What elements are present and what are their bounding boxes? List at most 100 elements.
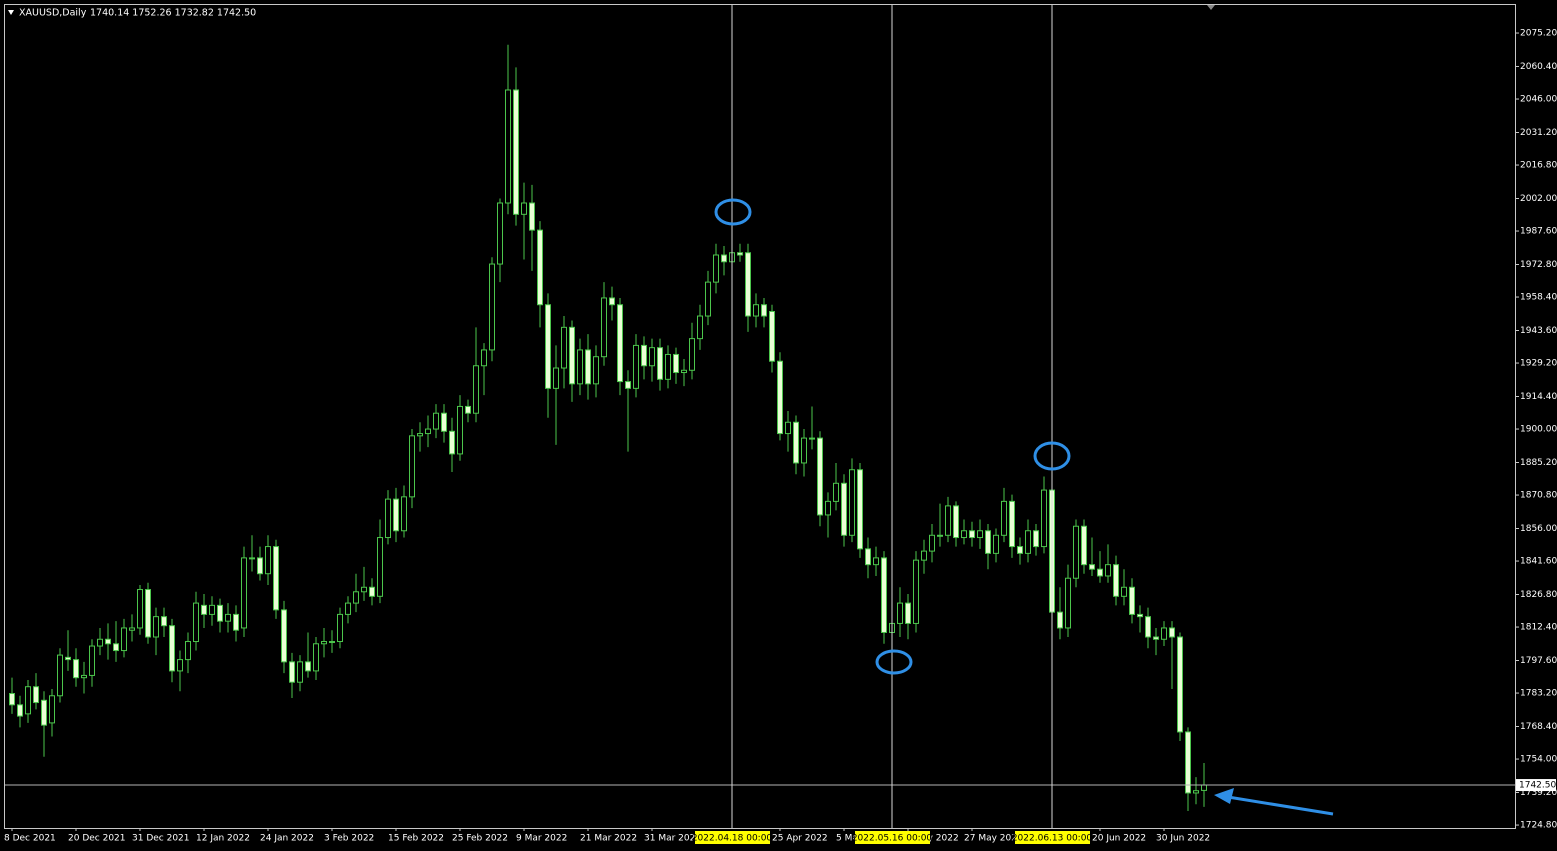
date-highlight-label: 2022.05.16 00:00 <box>852 834 933 844</box>
candle-body <box>25 686 31 715</box>
candle-body <box>873 557 879 566</box>
candle-body <box>81 674 87 679</box>
x-tick-label: 31 Mar 2022 <box>644 834 701 844</box>
candle-body <box>337 613 343 643</box>
y-tick-label: 1724.80 <box>1520 821 1557 831</box>
candle-body <box>321 641 327 645</box>
candle-body <box>377 537 383 597</box>
y-tick-label: 2002.00 <box>1520 194 1557 204</box>
candle-body <box>105 638 111 645</box>
candle-body <box>233 613 239 631</box>
candle-body <box>257 557 263 575</box>
candle-body <box>113 643 119 652</box>
candle-body <box>681 369 687 374</box>
candle-body <box>577 349 583 385</box>
shift-marker <box>1207 5 1215 10</box>
y-tick-label: 1958.40 <box>1520 293 1557 303</box>
candle-body <box>449 430 455 455</box>
x-tick-label: 9 Mar 2022 <box>516 834 567 844</box>
candle-body <box>721 254 727 263</box>
candle-body <box>545 304 551 389</box>
candle-body <box>65 656 71 661</box>
candle-body <box>689 338 695 371</box>
candle-body <box>961 530 967 539</box>
candle-body <box>1025 530 1031 554</box>
candle-body <box>937 534 943 537</box>
candle-body <box>9 693 15 706</box>
x-tick-label: 27 May 2022 <box>964 834 1023 844</box>
candle-body <box>249 557 255 560</box>
candle-body <box>193 602 199 643</box>
candle-body <box>697 315 703 340</box>
candle-body <box>649 347 655 367</box>
candle-body <box>1153 636 1159 640</box>
candle-body <box>633 344 639 389</box>
candle-body <box>905 602 911 624</box>
x-tick-label: 12 Jan 2022 <box>196 834 250 844</box>
candle-body <box>1097 568 1103 577</box>
candle-body <box>841 482 847 536</box>
candle-body <box>89 645 95 676</box>
candle-body <box>673 353 679 374</box>
candle-body <box>945 505 951 536</box>
y-tick-label: 1812.40 <box>1520 623 1557 633</box>
candle-body <box>329 641 335 644</box>
x-tick-label: 30 Jun 2022 <box>1156 834 1210 844</box>
y-tick-label: 1929.20 <box>1520 359 1557 369</box>
candle-body <box>1113 564 1119 597</box>
plot-area <box>5 5 1515 828</box>
date-highlight-label: 2022.04.18 00:00 <box>692 834 773 844</box>
y-tick-label: 1797.60 <box>1520 656 1557 666</box>
candle-body <box>265 546 271 575</box>
x-tick-label: 31 Dec 2021 <box>132 834 190 844</box>
candle-body <box>1161 627 1167 640</box>
x-tick-label: 20 Jun 2022 <box>1092 834 1146 844</box>
candle-body <box>737 252 743 256</box>
candle-body <box>569 326 575 385</box>
candle-body <box>425 428 431 435</box>
candle-body <box>601 297 607 358</box>
candle-body <box>593 356 599 385</box>
y-tick-label: 1900.00 <box>1520 425 1557 435</box>
x-tick-label: 24 Jan 2022 <box>260 834 314 844</box>
x-tick-label: 20 Dec 2021 <box>68 834 126 844</box>
candle-body <box>1009 500 1015 548</box>
candle-body <box>209 604 215 615</box>
candle-body <box>417 433 423 437</box>
candle-body <box>313 643 319 672</box>
candle-body <box>809 437 815 440</box>
candle-body <box>121 627 127 652</box>
last-price-box <box>1516 779 1556 792</box>
candle-body <box>561 326 567 369</box>
candle-body <box>497 202 503 265</box>
candle-body <box>609 297 615 306</box>
candle-body <box>1001 500 1007 536</box>
candle-body <box>793 421 799 464</box>
candle-body <box>993 534 999 554</box>
candle-body <box>17 704 23 717</box>
candle-body <box>1137 613 1143 618</box>
highlight-circle <box>714 198 752 226</box>
candle-body <box>345 602 351 615</box>
x-tick-label: 25 Apr 2022 <box>772 834 828 844</box>
y-tick-label: 1885.20 <box>1520 458 1557 468</box>
highlight-circle <box>1033 441 1071 471</box>
candle-body <box>273 546 279 611</box>
candle-body <box>1041 489 1047 548</box>
candle-body <box>401 496 407 532</box>
candle-body <box>241 557 247 629</box>
candle-body <box>1033 530 1039 548</box>
candle-body <box>1129 586 1135 615</box>
candle-body <box>361 586 367 593</box>
x-tick-label: 25 Feb 2022 <box>452 834 508 844</box>
candle-body <box>513 89 519 215</box>
y-tick-label: 1972.80 <box>1520 260 1557 270</box>
y-tick-label: 1987.60 <box>1520 227 1557 237</box>
y-tick-label: 2075.20 <box>1520 29 1557 39</box>
last-price-label: 1742.50 <box>1519 781 1556 791</box>
candle-body <box>369 586 375 597</box>
y-tick-label: 2060.40 <box>1520 62 1557 72</box>
candle-body <box>657 347 663 380</box>
